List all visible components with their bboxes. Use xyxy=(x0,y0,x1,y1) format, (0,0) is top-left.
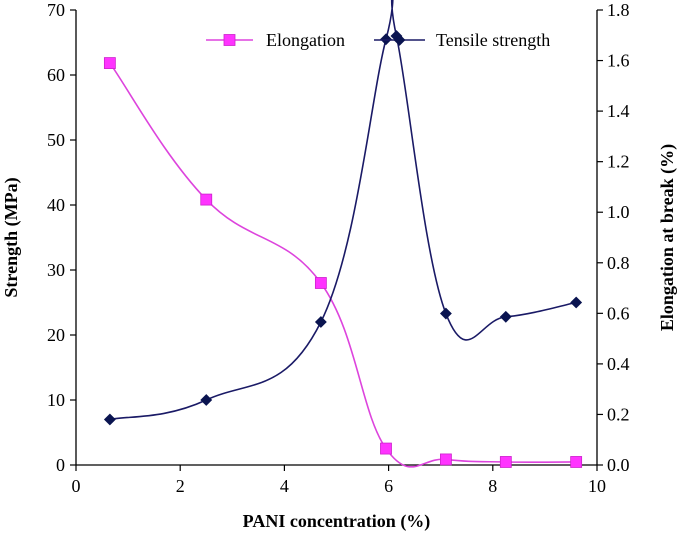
y-right-tick-label: 0.0 xyxy=(607,455,630,475)
legend-elongation-marker xyxy=(223,34,236,46)
y-right-tick-label: 0.8 xyxy=(607,253,630,273)
ticks: 0 2 4 6 8 10 0 10 20 30 40 50 60 70 0.0 0.2 0.4 0.6 0.8 1.0… xyxy=(47,0,630,496)
legend: Elongation Tensile strength xyxy=(206,30,550,50)
elongation-line xyxy=(109,62,577,468)
y-right-tick-label: 0.6 xyxy=(607,303,630,323)
legend-tensile-strength-marker xyxy=(393,34,406,46)
elongation-point xyxy=(499,456,512,468)
tensile-strength-point xyxy=(200,394,213,406)
series-markers xyxy=(103,30,583,468)
tensile-strength-point xyxy=(103,413,116,426)
legend-tensile-strength-label: Tensile strength xyxy=(436,30,550,50)
legend-elongation-label: Elongation xyxy=(266,30,345,50)
y-left-axis-title: Strength (MPa) xyxy=(1,177,22,297)
elongation-point xyxy=(200,193,213,206)
y-left-tick-label: 0 xyxy=(56,455,65,475)
y-left-tick-label: 60 xyxy=(47,65,65,85)
elongation-point xyxy=(440,453,452,466)
y-right-tick-label: 1.4 xyxy=(607,101,630,121)
tensile-strength-point xyxy=(499,310,512,323)
y-right-tick-label: 1.6 xyxy=(607,51,630,71)
y-right-tick-label: 1.0 xyxy=(607,202,630,222)
x-tick-label: 10 xyxy=(588,476,606,496)
x-tick-label: 0 xyxy=(72,476,81,496)
tensile-strength-point xyxy=(439,307,452,320)
elongation-point xyxy=(314,277,327,289)
elongation-point xyxy=(380,442,392,455)
y-left-tick-label: 30 xyxy=(47,260,65,280)
elongation-point xyxy=(103,57,116,69)
y-left-tick-label: 20 xyxy=(47,325,65,345)
x-tick-label: 4 xyxy=(280,476,289,496)
y-right-tick-label: 0.2 xyxy=(607,404,630,424)
x-axis-title: PANI concentration (%) xyxy=(243,511,431,532)
y-left-tick-label: 10 xyxy=(47,390,65,410)
y-right-tick-label: 0.4 xyxy=(607,354,630,374)
y-left-tick-label: 50 xyxy=(47,130,65,150)
x-tick-label: 6 xyxy=(384,476,393,496)
y-right-tick-label: 1.8 xyxy=(607,0,630,20)
series-lines xyxy=(109,0,577,468)
tensile-strength-point xyxy=(314,316,327,328)
y-right-tick-label: 1.2 xyxy=(607,152,630,172)
axes xyxy=(75,10,598,466)
x-tick-label: 2 xyxy=(176,476,185,496)
y-left-tick-label: 40 xyxy=(47,195,65,215)
tensile-strength-line xyxy=(109,0,577,421)
elongation-point xyxy=(570,456,583,468)
x-tick-label: 8 xyxy=(488,476,497,496)
tensile-strength-point xyxy=(570,296,583,309)
y-left-tick-label: 70 xyxy=(47,0,65,20)
y-right-axis-title: Elongation at break (%) xyxy=(657,144,678,331)
